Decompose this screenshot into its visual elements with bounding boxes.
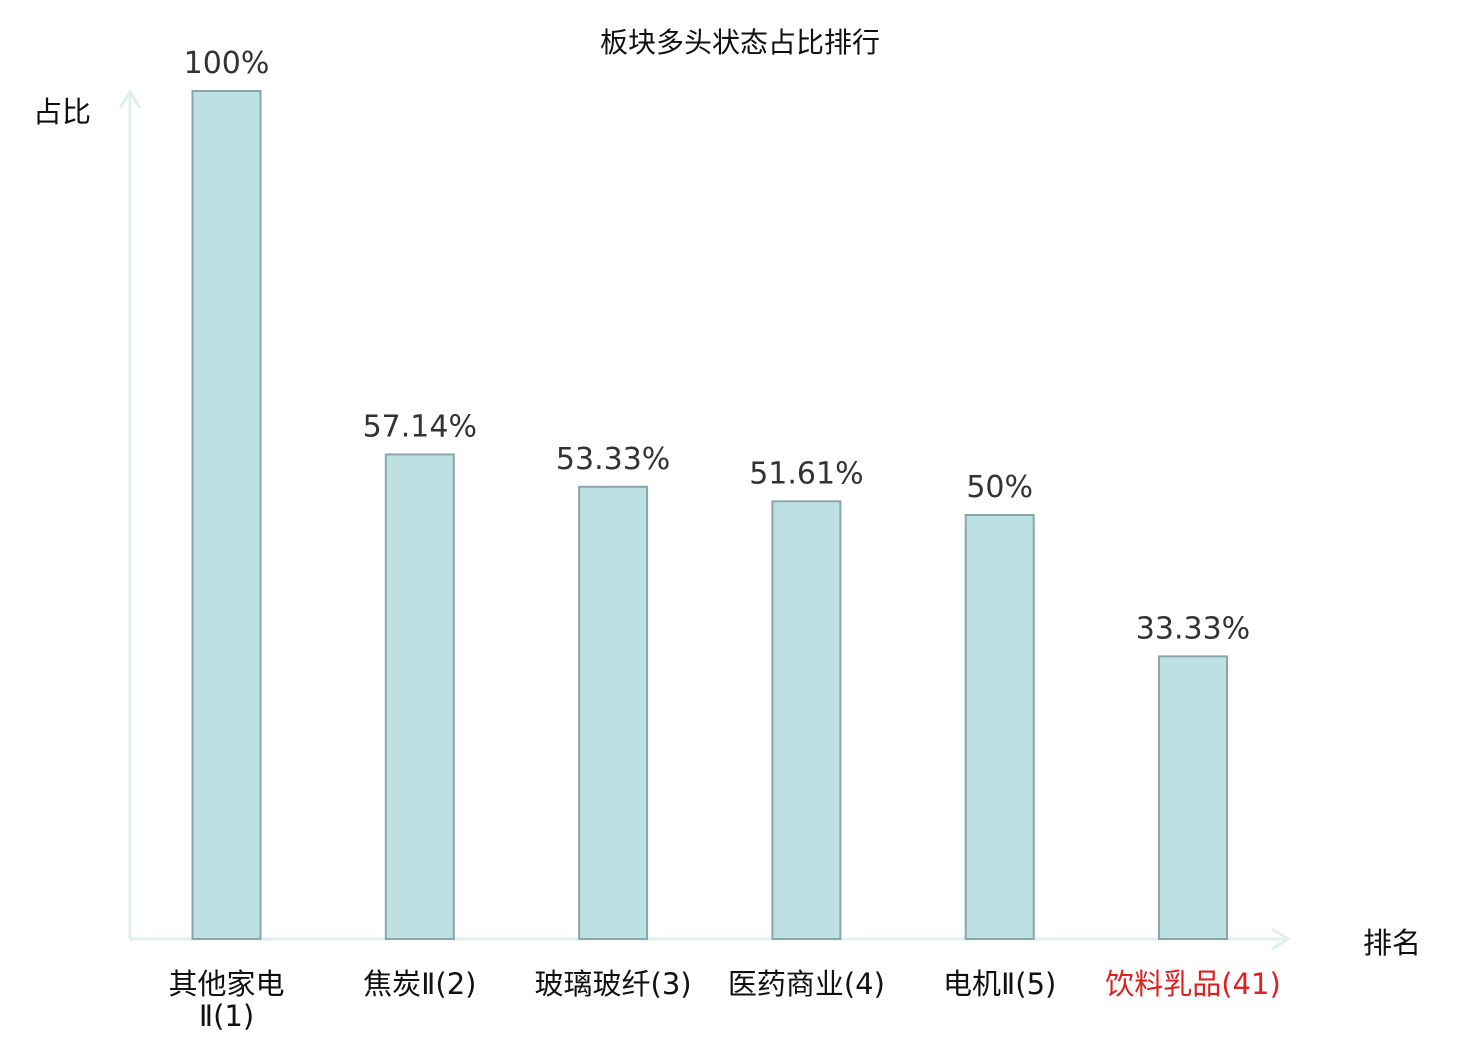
category-label-line: 焦炭Ⅱ(2) <box>363 967 476 1001</box>
bar <box>964 514 1035 940</box>
category-label: 电机Ⅱ(5) <box>943 967 1056 1001</box>
category-labels: 其他家电 Ⅱ(1) 焦炭Ⅱ(2) 玻璃玻纤(3) 医药商业(4) 电机Ⅱ(5) 饮料乳品(4… <box>168 967 1280 1033</box>
axes <box>118 89 1291 951</box>
category-label-line: Ⅱ(1) <box>199 999 254 1033</box>
x-axis-arrow <box>1271 927 1291 951</box>
category-label: 医药商业(4) <box>728 967 885 1001</box>
bar-value-label: 51.61% <box>749 456 863 491</box>
bar <box>578 485 649 940</box>
category-label: 焦炭Ⅱ(2) <box>363 967 476 1001</box>
bar <box>1158 655 1228 940</box>
bar-value-label: 53.33% <box>556 442 670 477</box>
category-label: 其他家电 Ⅱ(1) <box>168 967 284 1033</box>
bar <box>384 453 455 940</box>
category-label-line: 其他家电 <box>168 967 284 1001</box>
category-label-highlighted: 饮料乳品(41) <box>1105 967 1281 1001</box>
category-label-line: 电机Ⅱ(5) <box>943 967 1056 1001</box>
category-label: 玻璃玻纤(3) <box>535 967 692 1001</box>
bar-value-label: 57.14% <box>363 409 477 444</box>
bar <box>771 500 842 940</box>
category-label-line: 玻璃玻纤(3) <box>535 967 692 1001</box>
value-labels: 100% 57.14% 53.33% 51.61% 50% 33.33% <box>184 46 1251 646</box>
y-axis-arrow <box>118 89 142 109</box>
bar-value-label: 100% <box>184 46 270 81</box>
category-label-line: 医药商业(4) <box>728 967 885 1001</box>
bar-value-label: 50% <box>966 470 1033 505</box>
x-axis-label: 排名 <box>1363 926 1421 960</box>
category-label-line: 饮料乳品(41) <box>1105 967 1281 1001</box>
bars <box>191 90 1228 940</box>
chart-title: 板块多头状态占比排行 <box>600 26 880 59</box>
bar <box>191 90 262 940</box>
bar-value-label: 33.33% <box>1136 611 1250 646</box>
y-axis-label: 占比 <box>33 95 91 129</box>
